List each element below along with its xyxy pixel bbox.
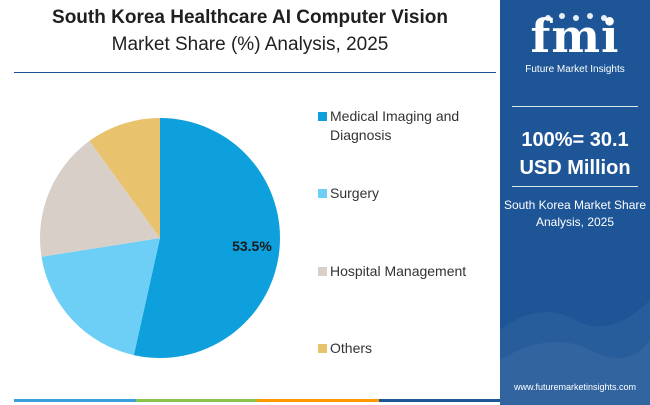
chart-title-line-2: Market Share (%) Analysis, 2025 bbox=[111, 34, 389, 55]
bottom-bar-segment bbox=[135, 399, 257, 402]
market-total: 100%= 30.1 USD Million bbox=[500, 126, 650, 182]
bottom-bar-segment bbox=[378, 399, 500, 402]
title-divider bbox=[14, 72, 496, 73]
panel-divider-top bbox=[512, 106, 638, 107]
website-url[interactable]: www.futuremarketinsights.com bbox=[513, 382, 637, 392]
legend-label: Surgery bbox=[330, 185, 380, 201]
bottom-bar-segment bbox=[257, 399, 379, 402]
logo-icons bbox=[545, 13, 607, 21]
panel-divider-bottom bbox=[512, 186, 638, 187]
pie-data-label: 53.5% bbox=[232, 238, 272, 254]
logo-subtitle: Future Market Insights bbox=[525, 64, 625, 75]
pie-slice-medical-imaging-and-diagnosis bbox=[133, 118, 280, 358]
legend-swatch bbox=[318, 267, 327, 276]
pie-slice-hospital-management bbox=[40, 140, 160, 257]
chart-title-line-1: South Korea Healthcare AI Computer Visio… bbox=[52, 7, 448, 28]
pie-slice-others bbox=[89, 118, 160, 238]
pie-chart: 53.5% bbox=[40, 118, 280, 358]
market-total-value: 100%= 30.1 bbox=[521, 129, 629, 151]
fmi-logo: fmi Future Market Insights bbox=[500, 6, 650, 81]
legend-swatch bbox=[318, 189, 327, 198]
legend-label: Medical Imaging and Diagnosis bbox=[330, 108, 460, 143]
legend-label: Hospital Management bbox=[330, 263, 467, 279]
panel-caption: South Korea Market Share Analysis, 2025 bbox=[500, 197, 650, 231]
chart-title: South Korea Healthcare AI Computer Visio… bbox=[0, 4, 500, 58]
panel-caption-line-2: Analysis, 2025 bbox=[535, 215, 615, 229]
legend-swatch bbox=[318, 344, 327, 353]
side-panel: fmi Future Market Insights 100%= 30.1 US… bbox=[500, 0, 650, 405]
pie-slice-surgery bbox=[41, 238, 160, 356]
panel-background-pattern bbox=[500, 300, 650, 405]
bottom-bar-segment bbox=[14, 399, 136, 402]
logo-wordmark: fmi bbox=[530, 9, 620, 63]
panel-caption-line-1: South Korea Market Share bbox=[503, 198, 647, 212]
legend-label: Others bbox=[330, 340, 373, 356]
legend-swatch bbox=[318, 112, 327, 121]
market-total-unit: USD Million bbox=[519, 157, 631, 179]
bottom-accent-bar bbox=[14, 399, 500, 402]
